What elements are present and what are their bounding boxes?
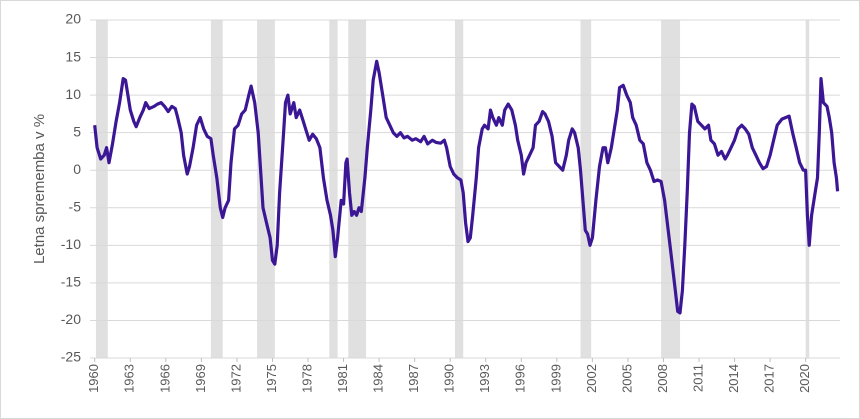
y-axis-label: Letna sprememba v % <box>31 114 48 264</box>
x-tick-label: 2008 <box>655 364 670 393</box>
y-tick-label: 5 <box>73 123 81 139</box>
line-series <box>93 59 840 315</box>
recession-band <box>257 20 275 358</box>
x-tick-label: 1999 <box>548 364 563 393</box>
x-tick-label: 1978 <box>299 364 314 393</box>
x-tick-label: 2014 <box>726 364 741 393</box>
x-tick-label: 1996 <box>513 364 528 393</box>
x-tick-label: 1993 <box>477 364 492 393</box>
recession-band <box>580 20 592 358</box>
recession-band <box>329 20 338 358</box>
x-tick-label: 1969 <box>193 364 208 393</box>
y-tick-label: -15 <box>61 274 81 290</box>
x-tick-label: 2002 <box>584 364 599 393</box>
recession-band <box>454 20 464 358</box>
y-tick-label: -10 <box>61 236 81 252</box>
x-tick-label: 2020 <box>797 364 812 393</box>
x-tick-label: 1984 <box>371 364 386 393</box>
y-tick-label: 15 <box>65 48 81 64</box>
x-tick-label: 1972 <box>228 364 243 393</box>
x-tick-label: 1960 <box>86 364 101 393</box>
y-tick-label: 0 <box>73 161 81 177</box>
x-tick-label: 2017 <box>762 364 777 393</box>
recession-band <box>95 20 108 358</box>
x-tick-label: 2005 <box>619 364 634 393</box>
x-tick-label: 1966 <box>157 364 172 393</box>
y-tick-label: -20 <box>61 311 81 327</box>
x-tick-label: 1987 <box>406 364 421 393</box>
x-tick-label: 1963 <box>122 364 137 393</box>
x-tick-label: 1975 <box>264 364 279 393</box>
x-tick-label: 1981 <box>335 364 350 393</box>
y-tick-label: -5 <box>69 198 82 214</box>
x-tick-label: 1990 <box>442 364 457 393</box>
recession-band <box>661 20 681 358</box>
x-tick-label: 2011 <box>690 364 705 392</box>
y-tick-label: 20 <box>65 11 81 27</box>
recession-band <box>348 20 367 358</box>
y-tick-label: -25 <box>61 349 81 365</box>
y-tick-label: 10 <box>65 86 81 102</box>
